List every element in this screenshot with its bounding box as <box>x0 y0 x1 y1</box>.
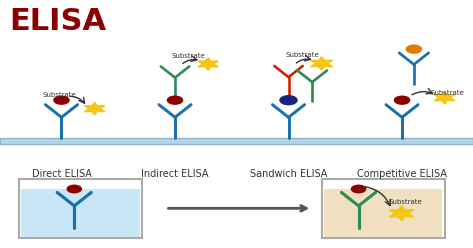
Text: Competitive ELISA: Competitive ELISA <box>357 169 447 179</box>
Circle shape <box>167 96 183 104</box>
Polygon shape <box>84 102 105 115</box>
Circle shape <box>406 45 421 53</box>
Text: Indirect ELISA: Indirect ELISA <box>141 169 209 179</box>
Text: Substrate: Substrate <box>171 53 205 59</box>
FancyBboxPatch shape <box>322 179 445 238</box>
Polygon shape <box>434 92 455 104</box>
Circle shape <box>54 96 69 104</box>
Circle shape <box>394 96 410 104</box>
Circle shape <box>280 96 297 105</box>
Circle shape <box>351 185 366 193</box>
FancyBboxPatch shape <box>0 138 473 144</box>
Text: Sandwich ELISA: Sandwich ELISA <box>250 169 327 179</box>
FancyBboxPatch shape <box>324 189 442 237</box>
FancyBboxPatch shape <box>19 179 142 238</box>
Text: Substrate: Substrate <box>388 199 422 205</box>
Text: Substrate: Substrate <box>430 91 464 96</box>
Polygon shape <box>311 57 333 70</box>
Circle shape <box>67 185 81 193</box>
Polygon shape <box>198 58 219 70</box>
FancyBboxPatch shape <box>21 189 140 237</box>
Polygon shape <box>389 206 414 221</box>
Text: Substrate: Substrate <box>286 52 320 58</box>
Text: Substrate: Substrate <box>42 92 76 98</box>
Text: ELISA: ELISA <box>9 7 106 36</box>
Text: Direct ELISA: Direct ELISA <box>32 169 91 179</box>
